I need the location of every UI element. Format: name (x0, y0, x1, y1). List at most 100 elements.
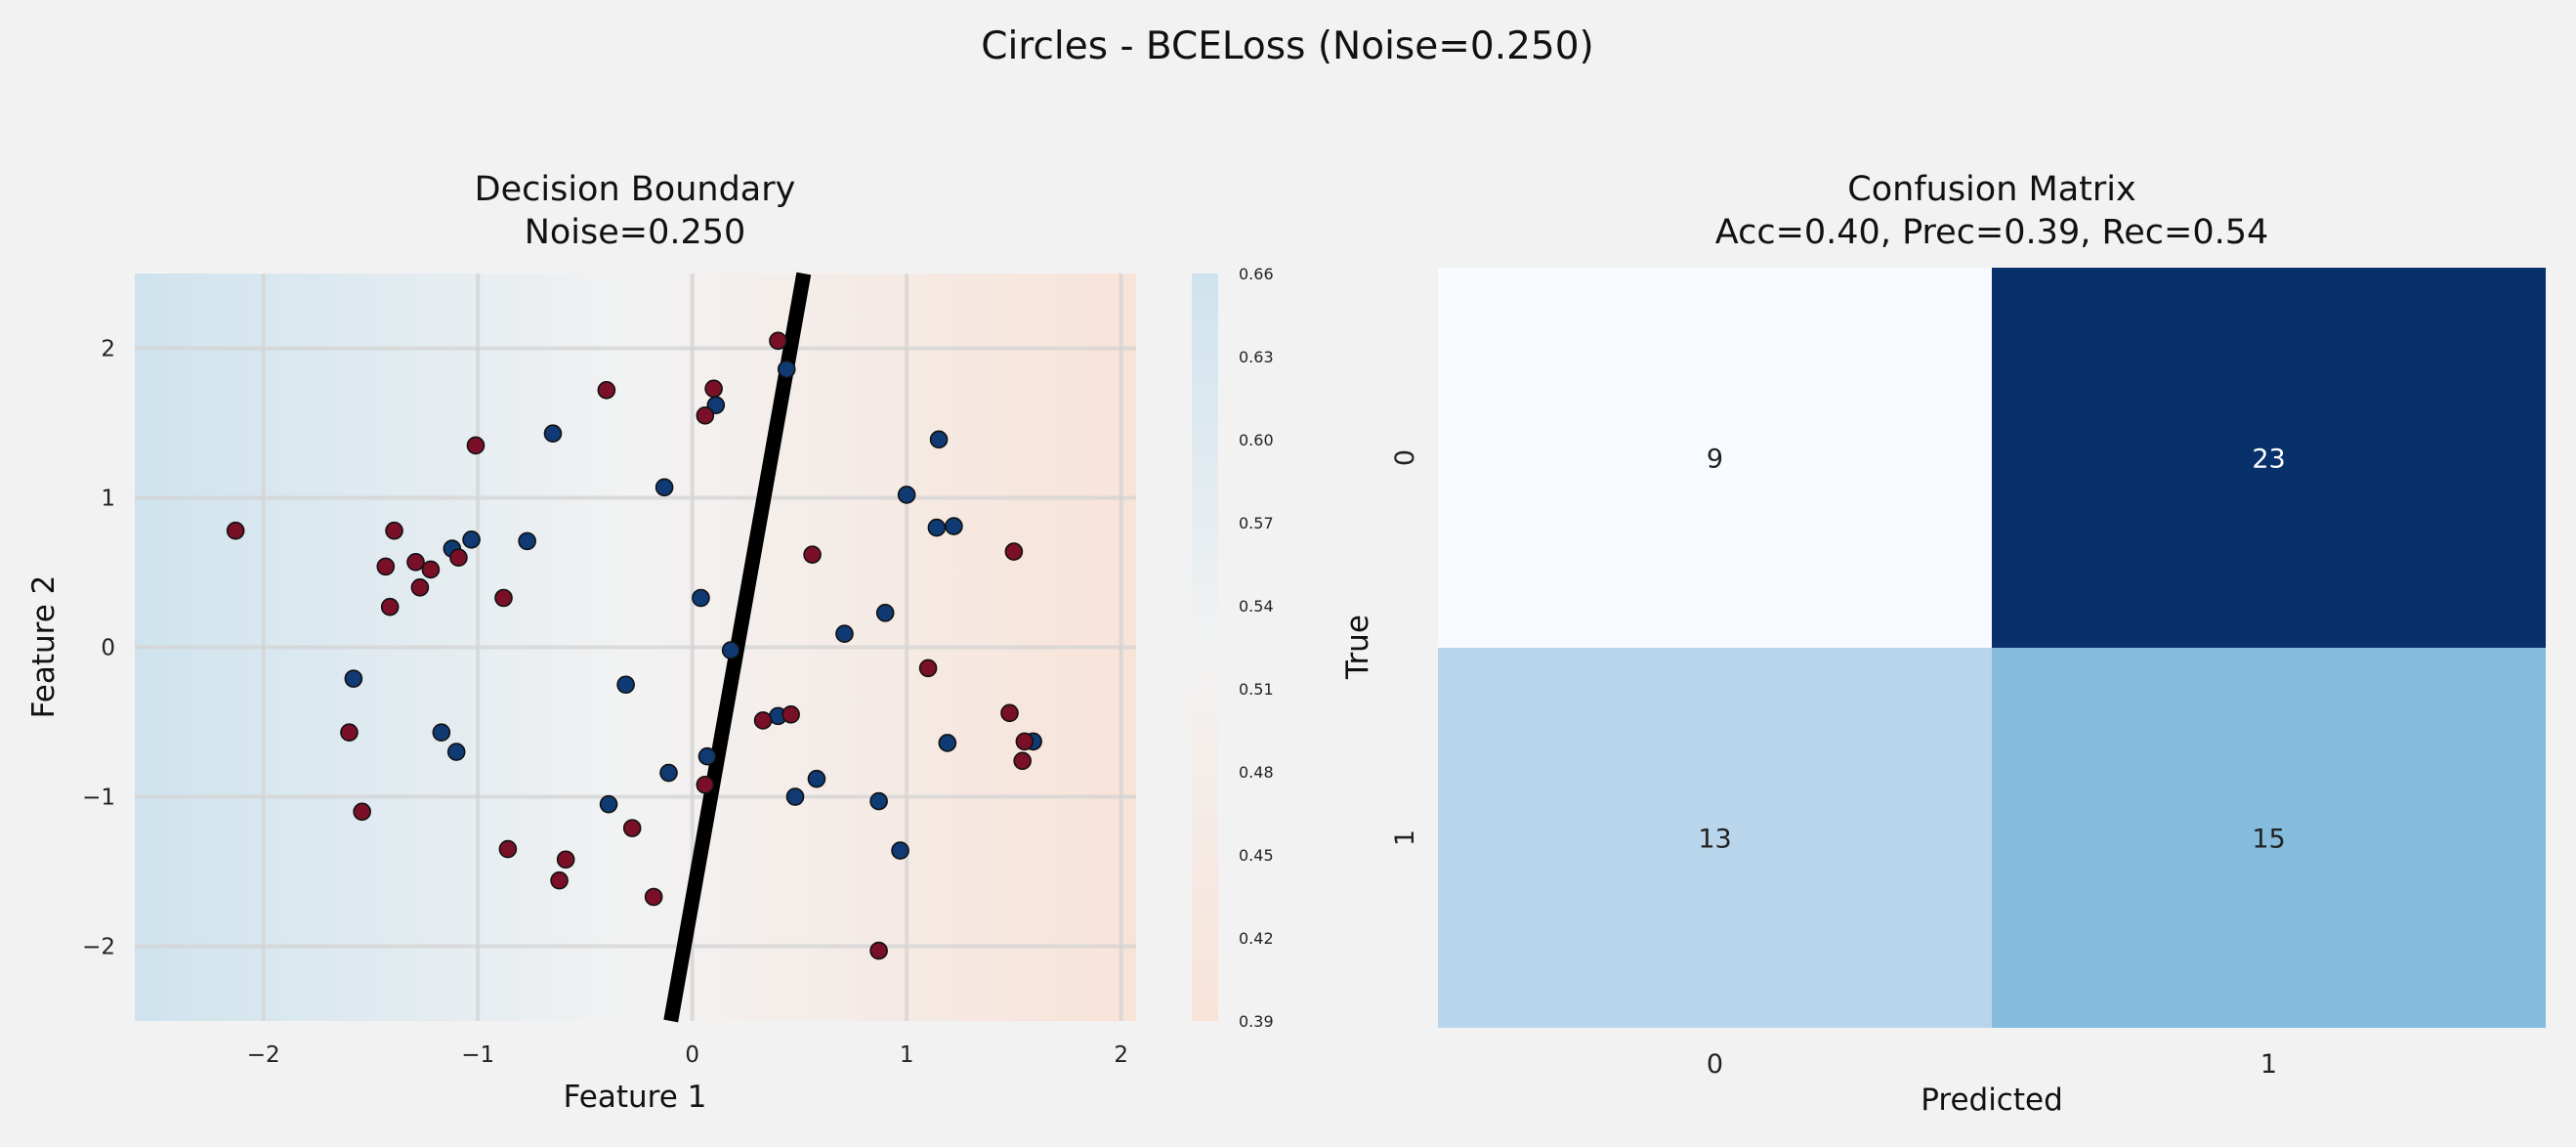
colorbar-tick-label: 0.51 (1239, 680, 1274, 699)
scatter-point-class-1 (918, 658, 938, 678)
scatter-point-class-1 (769, 331, 787, 351)
x-tick-labels: −2 −1 0 1 2 (247, 1042, 1128, 1068)
scatter-point-class-0 (697, 746, 717, 766)
cm-cell (1438, 648, 1992, 1028)
scatter-point-class-1 (704, 379, 723, 399)
scatter-point-class-0 (777, 360, 796, 379)
cm-title-line-1: Confusion Matrix (1847, 170, 2135, 209)
scatter-point-class-0 (518, 531, 536, 551)
cm-cell (1438, 268, 1992, 648)
scatter-point-class-1 (1004, 542, 1024, 561)
figure-suptitle: Circles - BCELoss (Noise=0.250) (981, 24, 1594, 68)
scatter-point-class-1 (644, 887, 663, 907)
colorbar-tick-label: 0.45 (1239, 846, 1274, 865)
scatter-point-class-1 (556, 850, 575, 870)
scatter-point-class-0 (869, 791, 888, 811)
colorbar-tick-label: 0.57 (1239, 514, 1274, 532)
colorbar-tick-label: 0.42 (1239, 929, 1274, 948)
cm-cell (1992, 268, 2546, 648)
y-axis-label: Feature 2 (26, 575, 62, 719)
scatter-point-class-1 (494, 588, 513, 608)
cm-cell-value: 15 (2252, 825, 2285, 855)
colorbar (1192, 274, 1218, 1021)
scatter-point-class-1 (1015, 732, 1035, 751)
y-tick-label: −2 (82, 935, 115, 960)
scatter-point-class-0 (692, 588, 710, 608)
colorbar-tick-label: 0.39 (1239, 1012, 1274, 1031)
colorbar-tick-label: 0.60 (1239, 431, 1274, 449)
cm-x-tick-label: 1 (2260, 1049, 2277, 1080)
scatter-point-class-0 (929, 430, 949, 449)
scatter-point-class-1 (353, 802, 371, 822)
cm-y-tick-label: 1 (1390, 829, 1420, 846)
scatter-point-class-0 (945, 517, 963, 535)
cm-x-tick-label: 0 (1707, 1049, 1723, 1080)
scatter-point-class-0 (432, 723, 451, 743)
scatter-point-class-1 (466, 436, 486, 455)
y-tick-label: 0 (101, 636, 115, 661)
cm-cells: 9 23 13 15 (1438, 268, 2546, 1028)
scatter-point-class-0 (807, 769, 826, 788)
scatter-point-class-1 (226, 521, 245, 540)
scatter-point-class-1 (622, 819, 642, 837)
colorbar-tick-label: 0.63 (1239, 348, 1274, 366)
decision-boundary-panel: Decision Boundary Noise=0.250 −2 −1 0 1 2 −2… (26, 170, 1274, 1115)
cm-tick-labels: 0 1 0 1 (1390, 449, 2277, 1080)
scatter-point-class-1 (380, 597, 400, 616)
scatter-title-line-1: Decision Boundary (475, 170, 796, 209)
colorbar-tick-label: 0.48 (1239, 763, 1274, 782)
scatter-point-class-0 (659, 763, 678, 783)
scatter-point-class-1 (597, 381, 616, 400)
scatter-point-class-0 (927, 518, 947, 537)
x-tick-label: 2 (1114, 1042, 1128, 1068)
colorbar-tick-label: 0.66 (1239, 265, 1274, 283)
scatter-point-class-1 (803, 545, 822, 564)
scatter-point-class-0 (835, 624, 854, 644)
scatter-point-class-0 (616, 675, 635, 695)
confusion-matrix-panel: Confusion Matrix Acc=0.40, Prec=0.39, Re… (1340, 170, 2546, 1118)
scatter-point-class-0 (875, 604, 895, 622)
scatter-point-class-1 (696, 406, 715, 425)
scatter-point-class-1 (385, 521, 403, 540)
scatter-point-class-0 (655, 478, 674, 497)
cm-cell-value: 23 (2252, 445, 2285, 475)
scatter-point-class-0 (785, 787, 805, 806)
scatter-point-class-1 (376, 557, 396, 576)
scatter-point-class-1 (550, 871, 569, 890)
scatter-point-class-0 (897, 486, 916, 504)
scatter-point-class-1 (869, 941, 888, 960)
cm-x-axis-label: Predicted (1921, 1083, 2063, 1118)
colorbar-tick-labels: 0.39 0.42 0.45 0.48 0.51 0.54 0.57 0.60 0.63 0.66 (1239, 265, 1274, 1031)
scatter-point-class-0 (344, 669, 363, 688)
scatter-point-class-0 (938, 734, 957, 752)
scatter-points (226, 331, 1042, 960)
scatter-point-class-1 (410, 577, 430, 597)
x-tick-label: −1 (461, 1042, 494, 1068)
y-tick-label: 1 (101, 487, 115, 512)
scatter-point-class-0 (543, 424, 563, 444)
cm-y-axis-label: True (1340, 615, 1375, 680)
x-axis-label: Feature 1 (564, 1080, 707, 1115)
scatter-point-class-1 (406, 552, 425, 572)
scatter-point-class-0 (462, 531, 481, 549)
y-tick-label: 2 (101, 337, 115, 362)
x-tick-label: 0 (685, 1042, 699, 1068)
cm-cell (1992, 648, 2546, 1028)
cm-title-line-2: Acc=0.40, Prec=0.39, Rec=0.54 (1715, 213, 2269, 252)
y-tick-labels: −2 −1 0 1 2 (82, 337, 115, 960)
scatter-point-class-1 (340, 723, 359, 743)
colorbar-tick-label: 0.54 (1239, 597, 1274, 616)
scatter-point-class-0 (891, 841, 909, 860)
x-tick-label: 1 (900, 1042, 914, 1068)
scatter-point-class-1 (421, 560, 441, 579)
scatter-point-class-1 (449, 548, 468, 568)
scatter-point-class-0 (721, 641, 740, 659)
scatter-point-class-0 (446, 743, 466, 761)
scatter-point-class-0 (599, 794, 618, 814)
scatter-gridlines (135, 274, 1136, 1021)
scatter-point-class-1 (753, 711, 773, 730)
scatter-point-class-1 (696, 775, 715, 794)
cm-y-tick-label: 0 (1390, 449, 1420, 466)
scatter-title-line-2: Noise=0.250 (525, 213, 746, 252)
scatter-point-class-1 (1000, 703, 1019, 723)
